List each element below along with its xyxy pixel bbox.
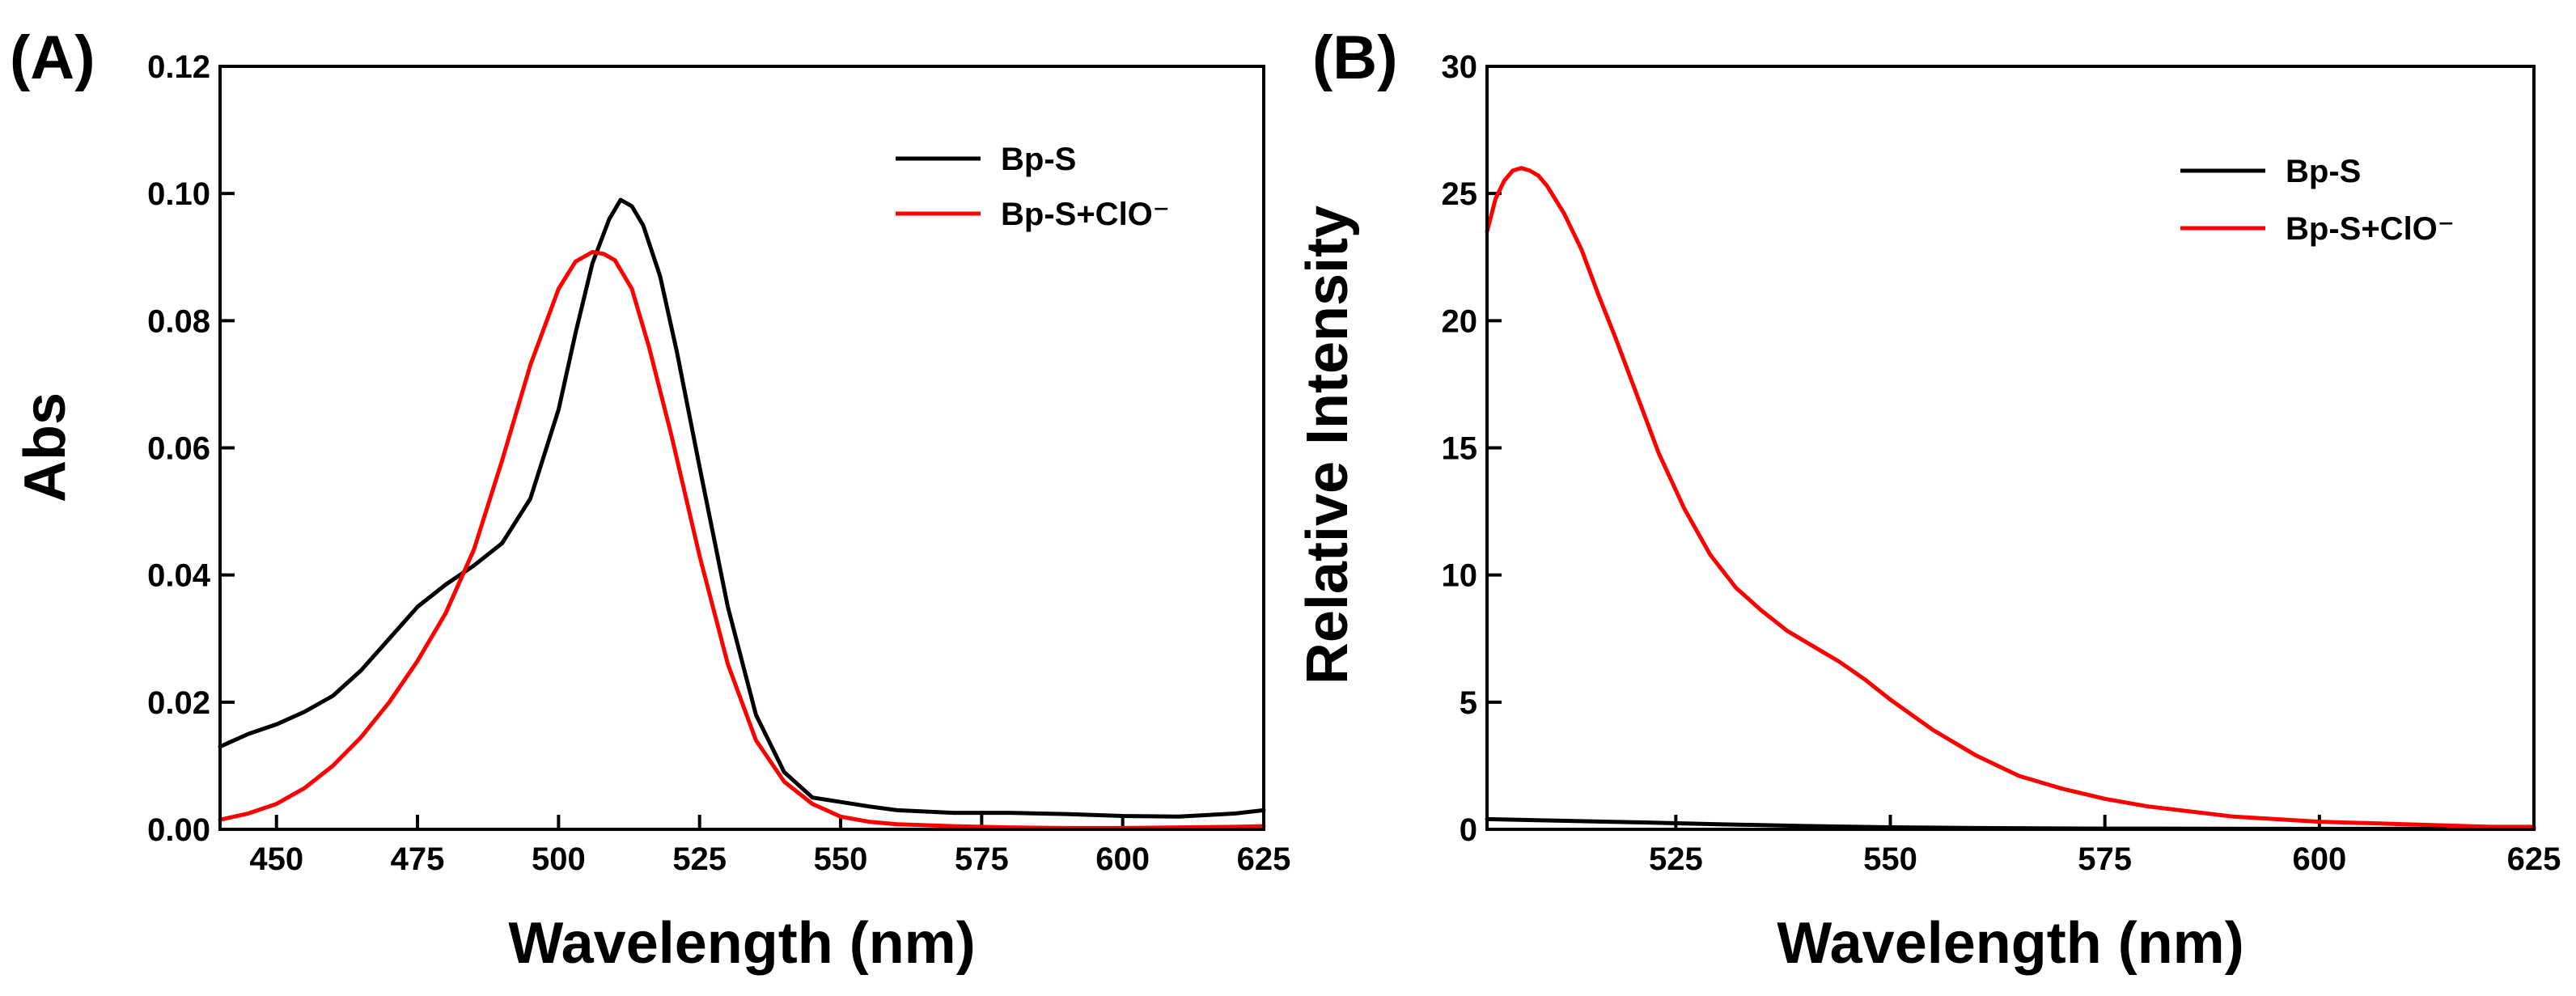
- panel-a-series-bp-s-line: [218, 197, 1266, 819]
- panel-b-plot-frame: [1485, 65, 2536, 831]
- panel-a-label: (A): [10, 23, 95, 92]
- panel-a-plot-frame: [218, 65, 1265, 831]
- panel-b-label: (B): [1312, 23, 1398, 92]
- panel-b-x-tick-label: 600: [2292, 841, 2346, 877]
- panel-a-x-tick-label: 600: [1095, 841, 1150, 877]
- legend-label-bp-s: Bp-S: [1001, 142, 1076, 177]
- panel-b-y-tick-label: 10: [1442, 558, 1478, 594]
- panel-b-x-tick-label: 625: [2507, 841, 2561, 877]
- panel-b-y-tick-label: 30: [1442, 49, 1478, 85]
- panel-b-y-tick-label: 0: [1460, 812, 1477, 848]
- panel-b-x-tick-label: 525: [1649, 841, 1703, 877]
- panel-b-x-axis-title: Wavelength (nm): [1777, 911, 2243, 976]
- panel-b-y-tick-label: 25: [1442, 176, 1478, 212]
- panel-b-ticks: 525 550 575 600 625 0 5 10 15 20 25 30: [1442, 49, 2561, 877]
- legend-label-bp-s-clo: Bp-S+ClO⁻: [1001, 197, 1170, 232]
- panel-a-x-tick-label: 575: [955, 841, 1009, 877]
- panel-a-series-bp-s-clo-line: [218, 250, 1266, 830]
- panel-a-ticks: 450 475 500 525 550 575 600 625 0.00 0.02 0.04 0.06…: [147, 49, 1290, 877]
- panel-a-y-axis-title: Abs: [13, 392, 78, 502]
- panel-b-series-bp-s-clo-line: [1485, 166, 2536, 829]
- panel-b-y-tick-label: 20: [1442, 303, 1478, 339]
- legend-label-bp-s: Bp-S: [2286, 154, 2361, 189]
- panel-b-curves: [1485, 166, 2536, 831]
- panel-a-x-tick-label: 475: [391, 841, 445, 877]
- panel-a-y-tick-label: 0.08: [147, 303, 210, 339]
- panel-a-x-tick-label: 500: [532, 841, 586, 877]
- panel-a-y-tick-label: 0.02: [147, 685, 210, 721]
- panel-b: (B) 525 550 575 600 625 0 5 10 15 20 25 30 Waveleng…: [1295, 23, 2561, 976]
- panel-a-y-tick-label: 0.12: [147, 49, 210, 85]
- panel-b-y-axis-title: Relative Intensity: [1295, 206, 1360, 684]
- panel-a-curves: [218, 197, 1266, 830]
- legend-label-bp-s-clo: Bp-S+ClO⁻: [2286, 211, 2455, 247]
- panel-a-x-axis-title: Wavelength (nm): [508, 911, 975, 976]
- panel-a-y-tick-label: 0.04: [147, 558, 211, 594]
- panel-b-x-tick-label: 575: [2078, 841, 2132, 877]
- panel-a-x-tick-label: 525: [672, 841, 727, 877]
- panel-a-x-tick-label: 625: [1237, 841, 1291, 877]
- panel-a-x-tick-label: 550: [814, 841, 868, 877]
- panel-b-y-tick-label: 5: [1460, 685, 1477, 721]
- panel-a-y-tick-label: 0.06: [147, 431, 210, 467]
- panel-a-y-tick-label: 0.00: [147, 812, 210, 848]
- panel-b-legend: Bp-S Bp-S+ClO⁻: [2180, 154, 2455, 247]
- panel-a-legend: Bp-S Bp-S+ClO⁻: [896, 142, 1170, 232]
- panel-b-y-tick-label: 15: [1442, 431, 1478, 467]
- panel-a-y-tick-label: 0.10: [147, 176, 210, 212]
- panel-a: (A) 450 475 500 525 550 575 600 625 0.00 0.02 0.04…: [10, 23, 1290, 976]
- panel-a-x-tick-label: 450: [249, 841, 303, 877]
- panel-b-x-tick-label: 550: [1863, 841, 1917, 877]
